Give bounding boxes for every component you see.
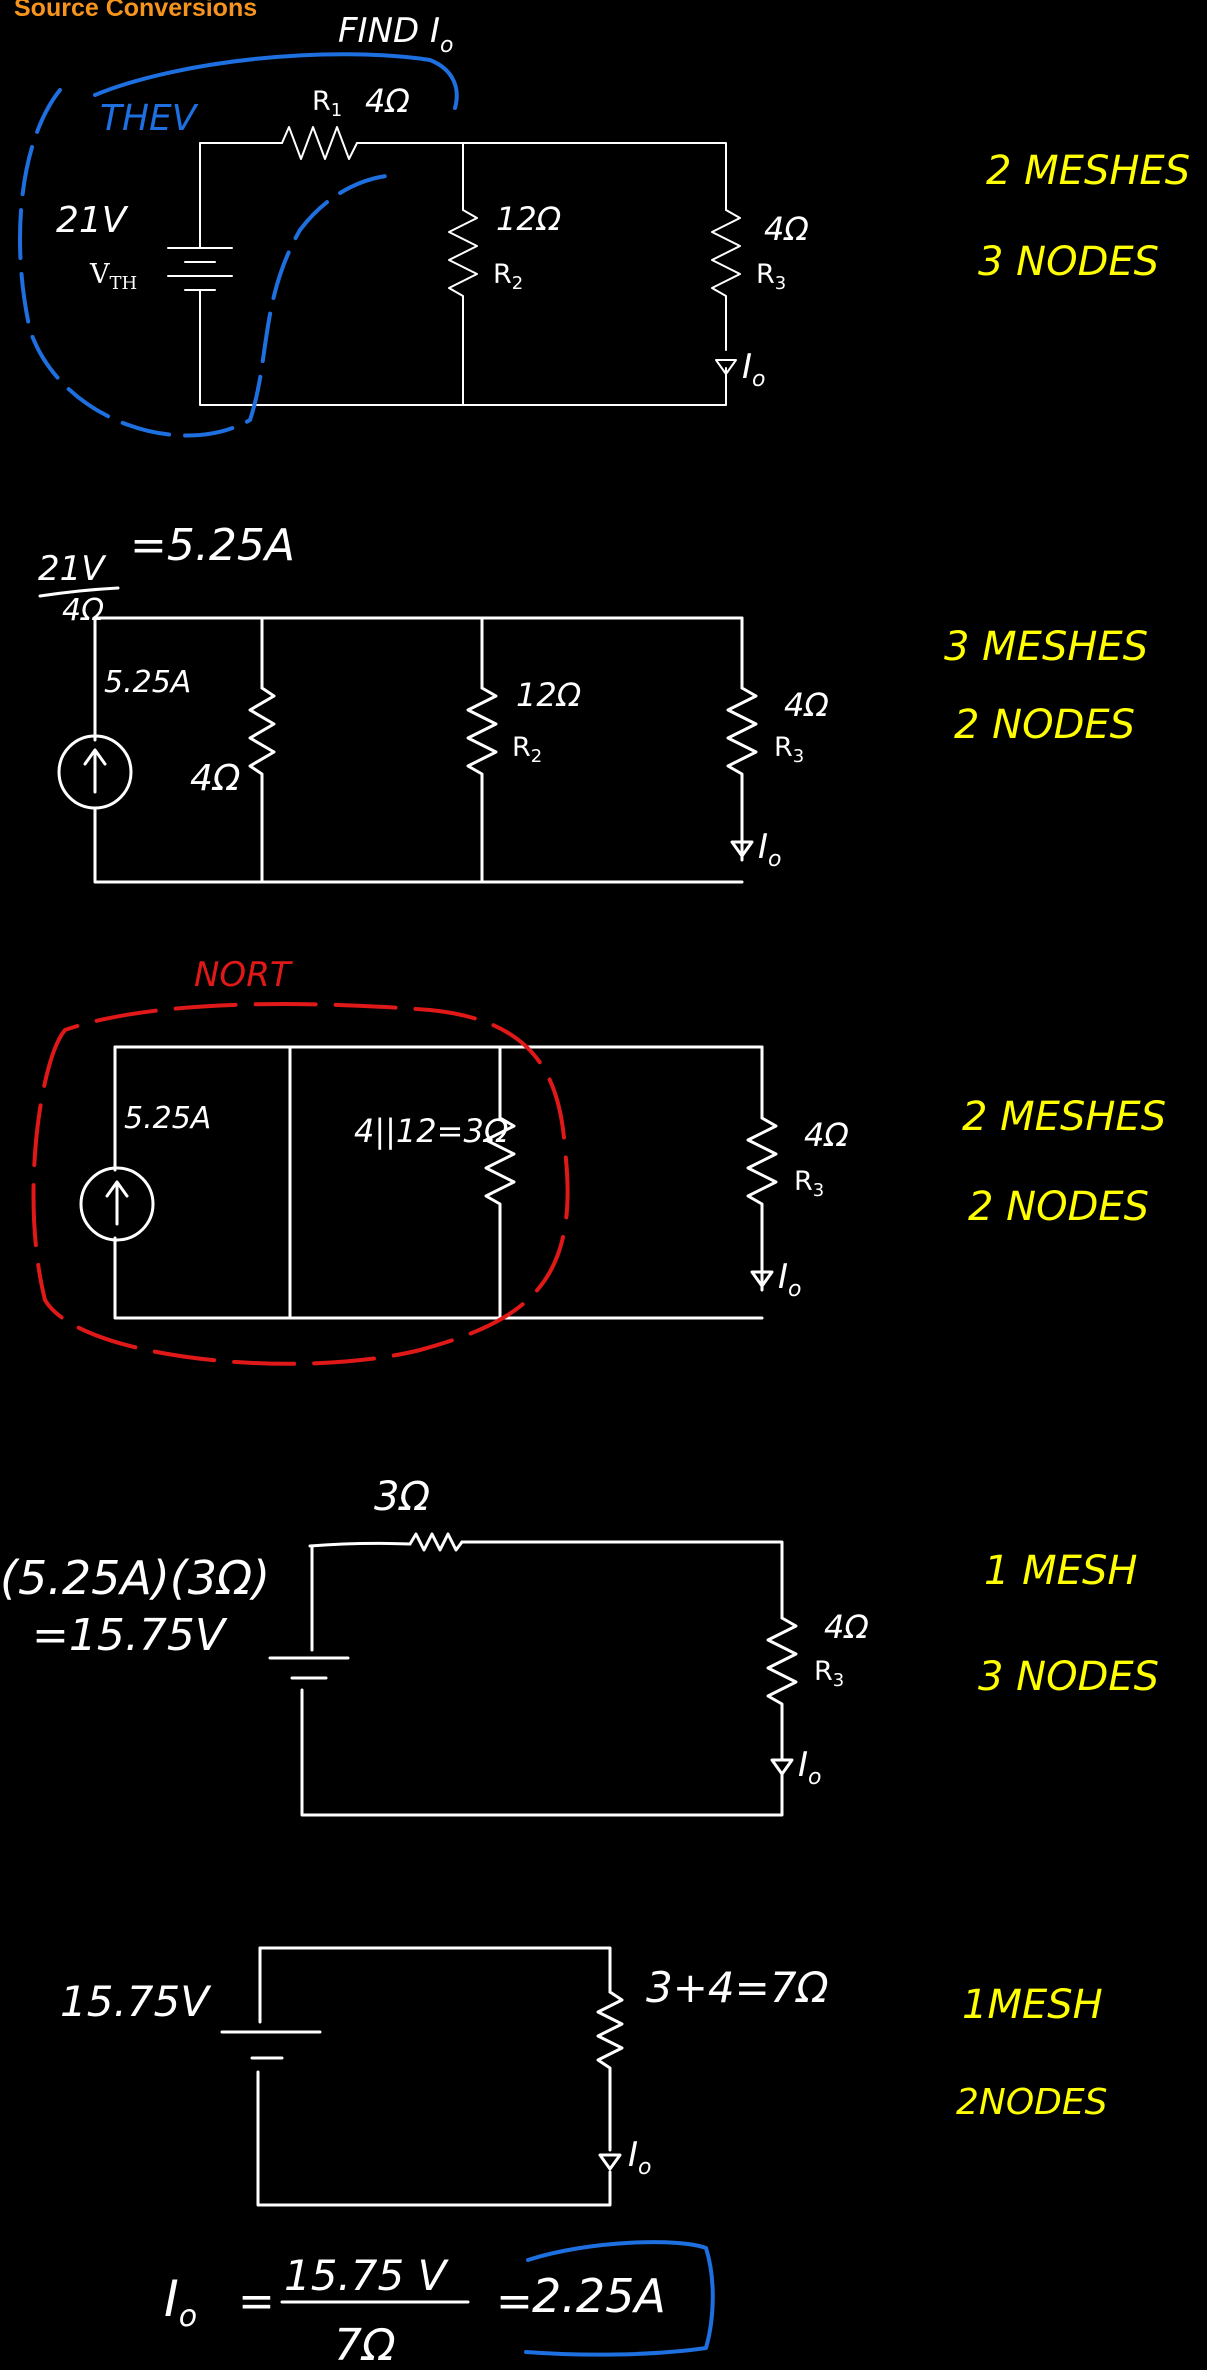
s3-nort: NORT bbox=[194, 955, 293, 995]
s1-meshes: 2 MESHES bbox=[986, 148, 1190, 194]
s3-r3-label: R3 bbox=[794, 1166, 824, 1201]
s2-r2-resistor bbox=[466, 686, 498, 884]
s2-r3-label: R3 bbox=[774, 732, 804, 767]
s1-r2-label: R2 bbox=[493, 259, 523, 294]
s4-r3-resistor bbox=[766, 1616, 798, 1762]
s3-meshes: 2 MESHES bbox=[962, 1094, 1166, 1140]
s3-r3-resistor bbox=[746, 1116, 778, 1292]
s4-wire bbox=[460, 1540, 784, 1620]
s3-nodes: 2 NODES bbox=[968, 1184, 1149, 1230]
s2-frac-result: =5.25A bbox=[130, 520, 295, 571]
s1-r3-resistor bbox=[711, 209, 741, 351]
s5-wire bbox=[258, 1946, 612, 1994]
s4-eq-line1: (5.25A)(3Ω) bbox=[0, 1551, 270, 1605]
s1-nodes: 3 NODES bbox=[978, 239, 1159, 285]
final-den: 7Ω bbox=[334, 2320, 396, 2370]
s1-find: FIND Io bbox=[338, 11, 454, 58]
s3-io-arrow bbox=[750, 1270, 774, 1288]
s1-r2-resistor bbox=[448, 209, 478, 406]
s1-battery bbox=[167, 247, 233, 291]
s5-r-sum: 3+4=7Ω bbox=[646, 1963, 829, 2012]
final-eq2: = bbox=[496, 2276, 533, 2327]
s4-wire bbox=[300, 1688, 784, 1817]
s4-r3-value: 4Ω bbox=[824, 1608, 869, 1646]
s2-frac-den: 4Ω bbox=[62, 593, 104, 628]
section-5-circuit bbox=[220, 1946, 624, 2207]
s1-r1-resistor bbox=[281, 126, 358, 160]
s4-3ohm-resistor bbox=[408, 1532, 464, 1552]
s4-r-top: 3Ω bbox=[374, 1474, 430, 1520]
final-lhs: Io bbox=[164, 2270, 197, 2334]
s1-r1-value: 4Ω bbox=[365, 82, 410, 120]
s4-io: Io bbox=[798, 1745, 822, 1790]
s4-meshes: 1 MESH bbox=[984, 1548, 1137, 1594]
s5-meshes: 1MESH bbox=[962, 1982, 1103, 2028]
s2-frac-num: 21V bbox=[38, 549, 107, 589]
s2-nodes: 2 NODES bbox=[954, 702, 1135, 748]
section-4-circuit bbox=[268, 1532, 798, 1817]
final-answer: 2.25A bbox=[532, 2269, 666, 2323]
s2-4ohm-resistor bbox=[248, 686, 276, 884]
s2-current-source bbox=[57, 734, 133, 810]
s1-r3-value: 4Ω bbox=[764, 210, 809, 248]
s4-eq-line2: =15.75V bbox=[32, 1610, 228, 1661]
s4-battery bbox=[268, 1656, 350, 1680]
s5-io: Io bbox=[628, 2135, 652, 2180]
s5-nodes: 2NODES bbox=[956, 2082, 1108, 2123]
s3-io: Io bbox=[778, 1257, 802, 1302]
s5-resistor bbox=[596, 1990, 624, 2152]
s1-io: Io bbox=[742, 347, 766, 392]
s3-3ohm-resistor bbox=[484, 1116, 516, 1320]
s2-res-value: 4Ω bbox=[190, 758, 241, 799]
section-2-circuit bbox=[38, 586, 758, 884]
s1-vth-label: VTH bbox=[89, 259, 137, 294]
s1-r2-value: 12Ω bbox=[496, 200, 562, 238]
s1-thev-outline bbox=[18, 88, 402, 438]
s2-io-arrow bbox=[730, 840, 754, 858]
s3-current-source bbox=[79, 1166, 155, 1242]
s1-thev: THEV bbox=[100, 98, 199, 139]
s2-meshes: 3 MESHES bbox=[944, 624, 1148, 670]
s2-r3-resistor bbox=[726, 686, 758, 862]
s2-io: Io bbox=[758, 827, 782, 872]
s1-vth-value: 21V bbox=[56, 200, 129, 241]
s5-io-arrow bbox=[598, 2153, 622, 2171]
s3-nort-outline bbox=[31, 1002, 570, 1366]
s4-wire bbox=[308, 1541, 412, 1548]
final-num: 15.75 V bbox=[284, 2251, 450, 2300]
s1-io-arrow bbox=[715, 359, 737, 375]
final-eq: = bbox=[238, 2276, 275, 2327]
s2-r2-value: 12Ω bbox=[516, 676, 582, 714]
s4-io-arrow bbox=[770, 1758, 794, 1776]
s3-parallel: 4||12=3Ω bbox=[354, 1112, 509, 1150]
s3-arrow-up bbox=[105, 1180, 129, 1226]
s1-wire bbox=[356, 142, 727, 211]
s2-arrow-up bbox=[83, 748, 107, 794]
s5-v-value: 15.75V bbox=[60, 1977, 212, 2026]
s2-frac-bar bbox=[38, 586, 120, 598]
s1-r3-label: R3 bbox=[756, 259, 786, 294]
s2-r3-value: 4Ω bbox=[784, 686, 829, 724]
s1-thev-outline-top bbox=[93, 52, 459, 110]
s1-r1-label: R1 bbox=[312, 86, 342, 121]
s4-r3-label: R3 bbox=[814, 1656, 844, 1691]
s3-wire bbox=[113, 1045, 764, 1320]
section-3-circuit bbox=[79, 1045, 778, 1320]
answer-box bbox=[524, 2240, 715, 2357]
s3-r3-value: 4Ω bbox=[804, 1116, 849, 1154]
s2-wire bbox=[93, 616, 744, 884]
s3-src-value: 5.25A bbox=[124, 1101, 211, 1136]
s5-battery bbox=[220, 2030, 322, 2060]
s4-nodes: 3 NODES bbox=[978, 1654, 1159, 1700]
s2-r2-label: R2 bbox=[512, 732, 542, 767]
page-title: Source Conversions bbox=[14, 0, 258, 22]
s2-src-value: 5.25A bbox=[104, 665, 191, 700]
s5-wire bbox=[256, 2070, 612, 2207]
section-1-circuit bbox=[167, 126, 741, 406]
